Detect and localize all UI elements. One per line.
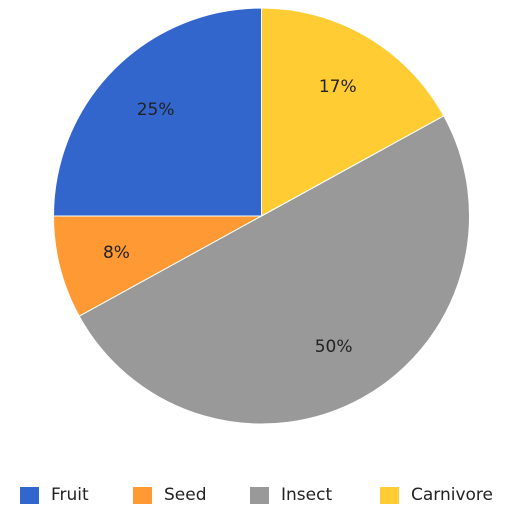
slice-label-seed: 8% <box>103 243 130 263</box>
slice-label-carnivore: 17% <box>319 77 357 97</box>
legend-label: Carnivore <box>411 485 494 505</box>
legend: Fruit Seed Insect Carnivore <box>0 484 521 506</box>
slice-label-fruit: 25% <box>137 100 175 120</box>
pie-slice-seed <box>52 215 262 317</box>
legend-swatch <box>380 486 399 504</box>
legend-item-carnivore: Carnivore <box>380 484 493 506</box>
legend-label: Fruit <box>51 485 89 505</box>
legend-swatch <box>20 486 39 504</box>
legend-item-insect: Insect <box>250 484 332 506</box>
legend-item-seed: Seed <box>133 484 207 506</box>
pie-slice-insect <box>78 115 470 425</box>
slice-label-insect: 50% <box>315 337 353 357</box>
pie-plot-area: 25% 8% 50% 17% <box>52 7 470 425</box>
legend-item-fruit: Fruit <box>20 484 89 506</box>
legend-label: Seed <box>164 485 207 505</box>
pie-slice-carnivore <box>261 7 445 217</box>
legend-swatch <box>250 486 269 504</box>
pie-slice-fruit <box>52 7 262 217</box>
legend-swatch <box>133 486 152 504</box>
legend-label: Insect <box>281 485 333 505</box>
